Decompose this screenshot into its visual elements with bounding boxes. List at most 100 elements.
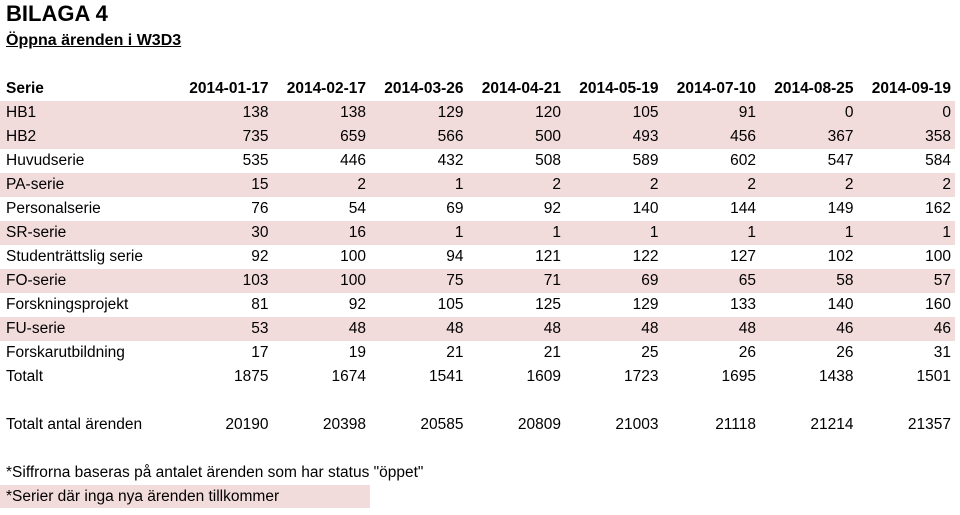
value-cell: 121 [535, 248, 561, 265]
value-cell: 48 [565, 317, 663, 341]
open-cases-table: Serie 2014-01-17 2014-02-17 2014-03-26 2… [0, 77, 955, 437]
row-label: HB2 [0, 125, 175, 149]
value-cell: 30 [175, 221, 273, 245]
value-cell: 26 [836, 344, 854, 361]
footnote-highlight: *Serier där inga nya ärenden tillkommer [0, 485, 370, 508]
header-cell: 2014-04-21 [481, 80, 561, 97]
header-cell: Serie [6, 80, 44, 97]
table-row: PA-serie 15 2 1 2 2 2 2 2 [0, 173, 955, 197]
value-cell: 500 [467, 125, 565, 149]
value-cell: 2 [467, 173, 565, 197]
value-cell: 57 [857, 269, 955, 293]
value-cell: 2 [565, 173, 663, 197]
value-cell: 81 [251, 296, 269, 313]
row-label: Totalt antal ärenden [6, 416, 143, 433]
value-cell: 46 [857, 317, 955, 341]
value-cell: 138 [175, 101, 273, 125]
value-cell: 48 [272, 317, 370, 341]
value-cell: 122 [632, 248, 659, 265]
value-cell: 105 [565, 101, 663, 125]
value-cell: 94 [446, 248, 464, 265]
value-cell: 100 [925, 248, 951, 265]
table-row: Totalt 1875 1674 1541 1609 1723 1695 1438 1501 [0, 365, 955, 389]
header-cell: 2014-05-19 [579, 80, 659, 97]
value-cell: 129 [632, 296, 659, 313]
value-cell: 602 [730, 152, 756, 169]
value-cell: 46 [760, 317, 858, 341]
value-cell: 91 [662, 101, 760, 125]
value-cell: 15 [175, 173, 273, 197]
header-cell: 2014-01-17 [189, 80, 269, 97]
value-cell: 535 [242, 152, 269, 169]
value-cell: 17 [251, 344, 269, 361]
value-cell: 493 [565, 125, 663, 149]
page-title: BILAGA 4 [6, 1, 108, 26]
value-cell: 21 [446, 344, 464, 361]
value-cell: 0 [857, 101, 955, 125]
value-cell: 31 [933, 344, 951, 361]
value-cell: 1695 [721, 368, 756, 385]
value-cell: 129 [370, 101, 468, 125]
value-cell: 21214 [810, 416, 854, 433]
value-cell: 659 [272, 125, 370, 149]
value-cell: 1 [857, 221, 955, 245]
table-header-row: Serie 2014-01-17 2014-02-17 2014-03-26 2… [0, 77, 955, 101]
value-cell: 1 [760, 221, 858, 245]
page-subtitle: Öppna ärenden i W3D3 [6, 32, 182, 49]
value-cell: 48 [370, 317, 468, 341]
table-row: Forskningsprojekt 81 92 105 125 129 133 140 160 [0, 293, 955, 317]
value-cell: 1 [370, 173, 468, 197]
row-label: Totalt [6, 368, 44, 385]
value-cell: 140 [827, 296, 854, 313]
table-row: HB2 735 659 566 500 493 456 367 358 [0, 125, 955, 149]
value-cell: 1541 [429, 368, 464, 385]
value-cell: 21118 [715, 416, 756, 433]
header-cell: 2014-08-25 [774, 80, 854, 97]
value-cell: 58 [760, 269, 858, 293]
value-cell: 69 [565, 269, 663, 293]
table-row: Forskarutbildning 17 19 21 21 25 26 26 31 [0, 341, 955, 365]
value-cell: 92 [348, 296, 366, 313]
value-cell: 65 [662, 269, 760, 293]
table-row: FO-serie 103 100 75 71 69 65 58 57 [0, 269, 955, 293]
value-cell: 1501 [916, 368, 951, 385]
value-cell: 69 [446, 200, 464, 217]
header-cell: 2014-07-10 [676, 80, 756, 97]
value-cell: 162 [925, 200, 951, 217]
value-cell: 120 [467, 101, 565, 125]
value-cell: 26 [738, 344, 756, 361]
table-row: Huvudserie 535 446 432 508 589 602 547 584 [0, 149, 955, 173]
value-cell: 1 [662, 221, 760, 245]
value-cell: 149 [827, 200, 854, 217]
value-cell: 584 [925, 152, 951, 169]
value-cell: 1438 [819, 368, 854, 385]
value-cell: 446 [340, 152, 366, 169]
value-cell: 1 [565, 221, 663, 245]
table-row: SR-serie 30 16 1 1 1 1 1 1 [0, 221, 955, 245]
value-cell: 1 [467, 221, 565, 245]
table-row: HB1 138 138 129 120 105 91 0 0 [0, 101, 955, 125]
row-label: Personalserie [6, 200, 101, 217]
value-cell: 102 [827, 248, 854, 265]
value-cell: 566 [370, 125, 468, 149]
header-cell: 2014-02-17 [286, 80, 366, 97]
row-label: PA-serie [0, 173, 175, 197]
value-cell: 100 [272, 269, 370, 293]
row-label: HB1 [0, 101, 175, 125]
value-cell: 432 [437, 152, 464, 169]
value-cell: 21357 [907, 416, 951, 433]
value-cell: 133 [730, 296, 756, 313]
table-row: Totalt antal ärenden 20190 20398 20585 20809… [0, 413, 955, 437]
row-label: SR-serie [0, 221, 175, 245]
value-cell: 76 [251, 200, 269, 217]
value-cell: 1674 [331, 368, 366, 385]
value-cell: 25 [641, 344, 659, 361]
value-cell: 456 [662, 125, 760, 149]
value-cell: 19 [348, 344, 366, 361]
value-cell: 140 [632, 200, 659, 217]
value-cell: 358 [857, 125, 955, 149]
header-cell: 2014-03-26 [384, 80, 464, 97]
value-cell: 21 [543, 344, 561, 361]
value-cell: 48 [662, 317, 760, 341]
value-cell: 2 [857, 173, 955, 197]
